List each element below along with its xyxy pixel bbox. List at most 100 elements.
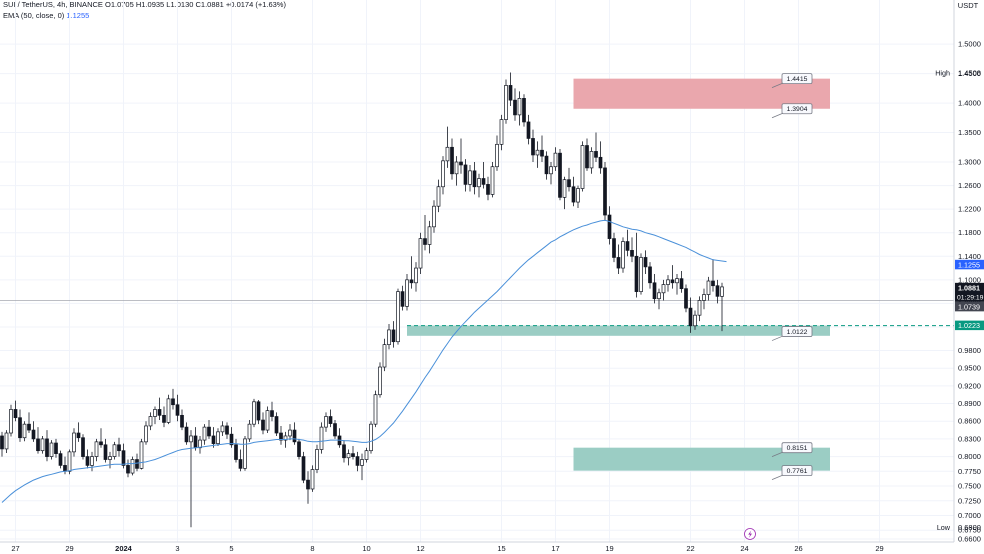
y-tick-label: 0.6600 — [958, 535, 981, 544]
price-callout[interactable]: 1.0122 — [771, 326, 813, 341]
price-zones — [407, 78, 831, 471]
zone-support-upper[interactable] — [407, 325, 830, 336]
price-axis[interactable]: USDT 1.5000 1.4500 1.4000 1.3500 1.3000 1.260… — [953, 0, 981, 544]
y-tick-label: 1.2200 — [958, 205, 981, 214]
legend-ema-label[interactable]: EMA (50, close, 0) — [3, 10, 65, 20]
svg-text:1.1255: 1.1255 — [958, 260, 980, 269]
legend-symbol[interactable]: SUI / TetherUS, 4h, BINANCE — [3, 0, 103, 9]
candle — [675, 273, 679, 295]
candle — [454, 156, 459, 186]
candle — [580, 141, 585, 192]
price-callout[interactable]: 1.3904 — [771, 103, 813, 119]
candle — [225, 422, 229, 439]
candle — [369, 421, 373, 454]
x-tick-label: 27 — [11, 544, 19, 553]
price-callout-text: 0.7761 — [787, 468, 808, 475]
candle — [31, 421, 36, 442]
candle — [508, 72, 513, 107]
grid — [0, 0, 954, 542]
candle — [378, 362, 382, 398]
x-tick-label: 5 — [229, 544, 233, 553]
time-axis[interactable]: 27 29 2024 3 5 8 10 12 15 17 19 22 24 26 29 — [0, 541, 954, 553]
zone-support-lower[interactable] — [573, 447, 831, 471]
candle — [36, 427, 40, 454]
candle — [625, 229, 630, 257]
x-tick-label: 10 — [362, 544, 370, 553]
candle — [382, 338, 387, 372]
candle — [4, 430, 9, 454]
candle — [319, 422, 324, 454]
price-callout[interactable]: 0.7761 — [771, 465, 813, 481]
x-tick-label: 19 — [605, 544, 613, 553]
candle — [459, 138, 463, 174]
candle — [355, 451, 360, 472]
candle — [22, 421, 27, 442]
currency-label: USDT — [958, 1, 979, 10]
candle — [693, 310, 697, 330]
legend-ohlc: O1.0705 H1.0935 L1.0130 C1.0881 +0.0174 … — [105, 0, 286, 9]
candle — [180, 409, 184, 431]
ema-line-group — [1, 219, 727, 503]
candle — [13, 400, 18, 422]
candle — [130, 456, 135, 476]
candle — [553, 147, 558, 171]
high-value: 1.4508 — [958, 69, 981, 78]
candle — [261, 412, 265, 435]
legend-ema-value: 1.1255 — [66, 10, 90, 20]
ema-line — [1, 219, 727, 503]
candle — [531, 129, 535, 163]
legend-ema-row: EMA (50, close, 0) 1.1255 — [3, 11, 286, 22]
candle — [346, 449, 351, 466]
candle — [657, 288, 661, 310]
candle — [702, 288, 706, 310]
candle — [351, 445, 355, 460]
candle — [216, 428, 220, 446]
price-callout[interactable]: 1.4415 — [771, 73, 813, 89]
candle — [634, 232, 639, 298]
price-callout[interactable]: 0.8151 — [771, 442, 813, 458]
candle — [0, 431, 4, 457]
prev-price-tag: 1.0739 — [955, 301, 984, 312]
y-tick-label: 0.8000 — [958, 452, 981, 461]
candle — [360, 453, 364, 481]
candle — [157, 397, 162, 421]
candle — [598, 141, 603, 174]
candle — [126, 459, 130, 478]
candle — [328, 409, 333, 428]
candle — [184, 422, 189, 445]
x-tick-label: 15 — [497, 544, 505, 553]
candle — [162, 406, 166, 428]
candle — [301, 451, 306, 484]
candle — [207, 420, 211, 439]
candle — [589, 147, 594, 174]
candle — [58, 450, 63, 469]
candle — [522, 94, 526, 127]
candle — [616, 244, 621, 274]
candle — [139, 438, 144, 470]
y-tick-label: 1.1000 — [958, 275, 981, 284]
candle — [463, 159, 468, 192]
candle — [414, 262, 418, 292]
candle — [229, 427, 234, 448]
candle — [202, 424, 207, 445]
candle — [535, 141, 540, 168]
level-price-tag: 1.0223 — [955, 320, 984, 331]
y-tick-label: 0.8300 — [958, 434, 981, 443]
candle — [576, 185, 580, 208]
candle — [499, 114, 504, 151]
candle — [171, 388, 175, 410]
candle — [436, 179, 441, 213]
price-callout-text: 1.4415 — [787, 76, 808, 83]
candle — [432, 200, 436, 233]
y-tick-label: 1.4500 — [958, 69, 981, 78]
candle — [99, 428, 103, 448]
svg-text:1.0881: 1.0881 — [958, 283, 980, 292]
candle — [666, 275, 670, 292]
candle — [423, 215, 427, 251]
chart-legend: SUI / TetherUS, 4h, BINANCE O1.0705 H1.0… — [3, 0, 286, 21]
y-tick-label: 1.1400 — [958, 252, 981, 261]
candle — [472, 162, 477, 195]
candle — [135, 453, 139, 472]
lightning-icon[interactable] — [744, 528, 756, 540]
